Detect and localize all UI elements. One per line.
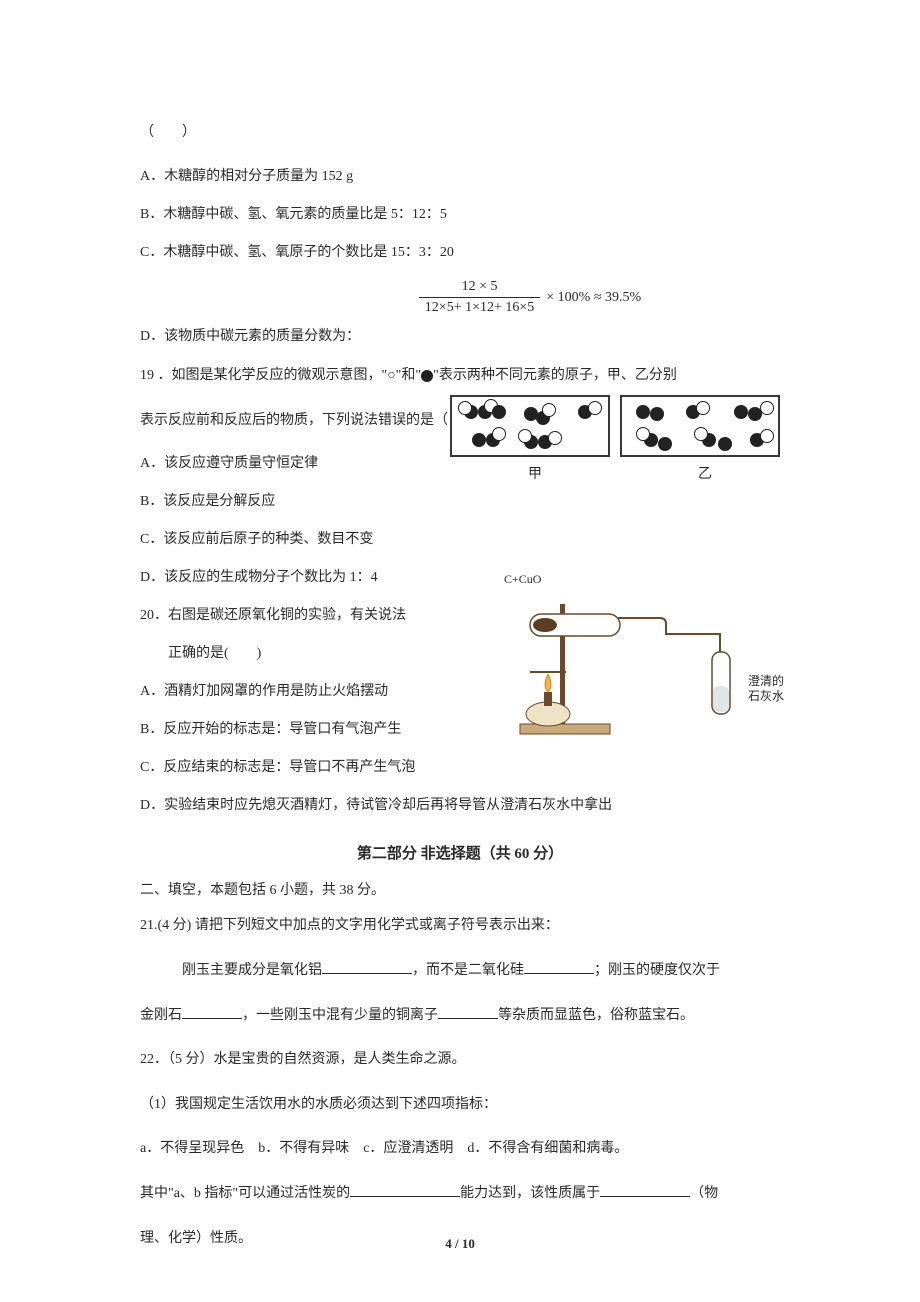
- q19-stem-line1: 19 ．如图是某化学反应的微观示意图，"○"和" "表示两种不同元素的原子，甲、乙…: [140, 363, 780, 390]
- q19-opt-c: C．该反应前后原子的种类、数目不变: [140, 528, 780, 548]
- q22-p2c: （物: [690, 1186, 718, 1201]
- part2-title: 第二部分 非选择题（共 60 分）: [140, 842, 780, 863]
- q21-l1c: ；刚玉的硬度仅次于: [594, 963, 720, 978]
- q18-paren: （ ）: [140, 120, 780, 147]
- blank-field: [322, 960, 412, 974]
- q18-fraction: 12 × 5 12×5+ 1×12+ 16×5: [419, 279, 540, 318]
- q21-l2c: 等杂质而显蓝色，俗称蓝宝石。: [498, 1008, 694, 1023]
- q18-opt-a: A．木糖醇的相对分子质量为 152 g: [140, 165, 780, 185]
- blank-field: [600, 1183, 690, 1197]
- q22-p2: 其中"a、b 指标"可以通过活性炭的 能力达到，该性质属于 （物: [140, 1181, 780, 1208]
- q19-diagram: 甲 乙: [450, 395, 790, 483]
- q18-opt-c: C．木糖醇中碳、氢、氧原子的个数比是 15：3：20: [140, 241, 780, 261]
- page-sep: /: [452, 1236, 462, 1251]
- page-number: 4 / 10: [0, 1236, 920, 1252]
- q22-abcd: a．不得呈现异色 b．不得有异味 c．应澄清透明 d．不得含有细菌和病毒。: [140, 1136, 780, 1163]
- q19-stem-a: 19 ．如图是某化学反应的微观示意图，"○"和": [140, 368, 421, 383]
- black-dot-icon: [421, 370, 433, 382]
- q21-l2a: 金刚石: [140, 1008, 182, 1023]
- part2-subhead: 二、填空，本题包括 6 小题，共 38 分。: [140, 879, 780, 899]
- q19-label-left: 甲: [528, 463, 542, 483]
- q20-opt-d: D．实验结束时应先熄灭酒精灯，待试管冷却后再将导管从澄清石灰水中拿出: [140, 794, 780, 814]
- q18-opt-b: B．木糖醇中碳、氢、氧元素的质量比是 5：12：5: [140, 203, 780, 223]
- q20-limewater-l1: 澄清的: [748, 674, 784, 688]
- q22-lead: 22．（5 分）水是宝贵的自然资源，是人类生命之源。: [140, 1047, 780, 1074]
- q19-opt-b: B．该反应是分解反应: [140, 490, 780, 510]
- q18-frac-den: 12×5+ 1×12+ 16×5: [419, 297, 540, 317]
- blank-field: [524, 960, 594, 974]
- q21-l1b: ，而不是二氧化硅: [412, 963, 524, 978]
- q18-frac-tail: × 100% ≈ 39.5%: [546, 290, 641, 306]
- q19-box-right: [620, 395, 780, 457]
- q18-opt-d: D．该物质中碳元素的质量分数为：: [140, 325, 780, 345]
- page-total: 10: [462, 1236, 475, 1251]
- q22-p2a: 其中"a、b 指标"可以通过活性炭的: [140, 1186, 350, 1201]
- q22-p1: （1）我国规定生活饮用水的水质必须达到下述四项指标：: [140, 1092, 780, 1119]
- q19-stem-b: "表示两种不同元素的原子，甲、乙分别: [433, 368, 677, 383]
- q19-box-left: [450, 395, 610, 457]
- q20-limewater-l2: 石灰水: [748, 689, 784, 703]
- blank-field: [182, 1005, 242, 1019]
- q20-limewater-label: 澄清的 石灰水: [748, 674, 784, 703]
- blank-field: [438, 1005, 498, 1019]
- q21-l1a: 刚玉主要成分是氧化铝: [182, 963, 322, 978]
- blank-field: [350, 1183, 460, 1197]
- q20-reaction-text: C+CuO: [504, 572, 541, 587]
- q20-diagram: C+CuO 澄清的 石灰水: [490, 574, 790, 749]
- q21-lead: 21.(4 分) 请把下列短文中加点的文字用化学式或离子符号表示出来：: [140, 913, 780, 940]
- q18-frac-num: 12 × 5: [456, 279, 504, 298]
- q22-p2b: 能力达到，该性质属于: [460, 1186, 600, 1201]
- q19-label-right: 乙: [698, 463, 712, 483]
- q20-opt-c: C．反应结束的标志是：导管口不再产生气泡: [140, 756, 780, 776]
- q21-line1: 刚玉主要成分是氧化铝 ，而不是二氧化硅 ；刚玉的硬度仅次于: [140, 958, 780, 985]
- q21-l2b: ，一些刚玉中混有少量的铜离子: [242, 1008, 438, 1023]
- q21-line2: 金刚石 ，一些刚玉中混有少量的铜离子 等杂质而显蓝色，俗称蓝宝石。: [140, 1003, 780, 1030]
